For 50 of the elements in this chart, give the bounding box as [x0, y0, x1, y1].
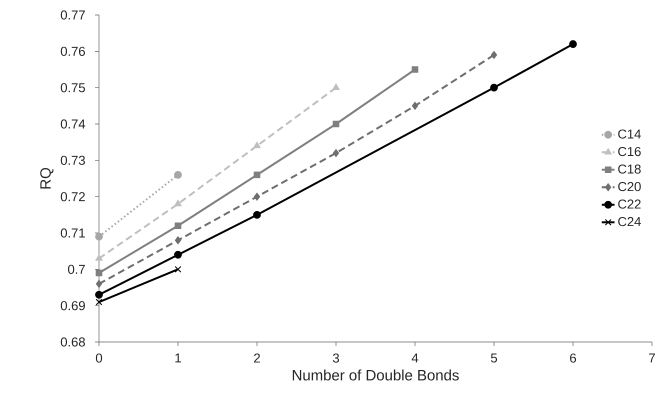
point: [490, 84, 498, 92]
x-tick-label: 5: [490, 353, 498, 363]
y-tick-label: 0.73: [60, 156, 85, 165]
y-tick-label: 0.76: [60, 46, 85, 56]
point: [253, 210, 261, 219]
x-tick-label: 7: [649, 353, 655, 362]
point: [174, 250, 182, 259]
x-tick-label: 4: [412, 353, 418, 362]
point: [332, 148, 340, 158]
y-tick-label: 0.69: [60, 301, 85, 310]
point: [412, 102, 418, 110]
y-tick-label: 0.7: [68, 264, 85, 274]
x-tick-label: 3: [332, 353, 340, 363]
point: [95, 232, 103, 241]
y-tick-label: 0.68: [60, 337, 85, 347]
y-axis-title: RQ: [40, 168, 54, 188]
x-tick-label: 2: [254, 353, 260, 363]
y-tick-label: 0.77: [60, 10, 85, 20]
legend-label: C14: [618, 129, 641, 139]
point: [253, 142, 261, 148]
point: [95, 254, 103, 261]
legend-label: C20: [618, 182, 641, 192]
y-tick-label: 0.72: [60, 192, 85, 202]
point: [96, 280, 102, 288]
point: [174, 266, 182, 273]
x-tick-label: 1: [175, 353, 181, 362]
point: [174, 170, 182, 179]
legend-label: C18: [618, 164, 641, 174]
point: [254, 172, 260, 178]
point: [332, 120, 340, 128]
point: [174, 222, 182, 230]
y-tick-label: 0.74: [60, 119, 86, 129]
point: [95, 290, 103, 299]
point: [96, 270, 102, 276]
y-tick-label: 0.75: [60, 83, 85, 92]
point: [174, 200, 182, 206]
point: [174, 236, 182, 244]
legend-label: C22: [618, 200, 641, 209]
x-tick-label: 6: [570, 353, 576, 363]
point: [412, 66, 418, 73]
point: [96, 298, 102, 306]
y-tick-label: 0.71: [60, 228, 85, 238]
legend-label: C24: [618, 217, 641, 226]
point: [254, 192, 260, 201]
point: [490, 50, 498, 60]
point: [569, 40, 577, 48]
x-axis-title: Number of Double Bonds: [292, 370, 459, 380]
legend-label: C16: [618, 146, 641, 156]
point: [332, 83, 340, 90]
x-tick-label: 0: [96, 353, 102, 363]
